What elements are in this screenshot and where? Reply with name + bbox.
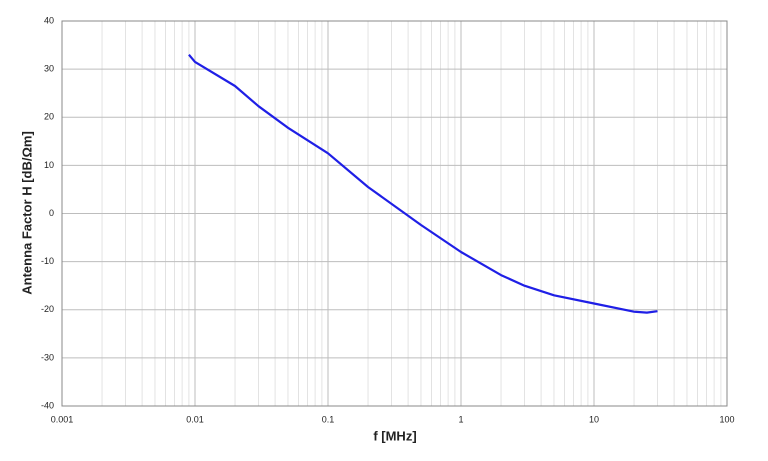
x-tick-label: 0.001 (51, 414, 74, 424)
x-tick-label: 10 (589, 414, 599, 424)
plot-frame (61, 20, 728, 407)
x-tick-label: 0.01 (186, 414, 204, 424)
x-axis-title: f [MHz] (373, 428, 416, 443)
y-tick-label: 40 (44, 15, 54, 25)
x-tick-label: 0.1 (322, 414, 335, 424)
data-line (188, 53, 658, 314)
y-axis-title: Antenna Factor H [dB/Ωm] (19, 131, 34, 295)
y-tick-label: 20 (44, 112, 54, 122)
x-tick-label: 1 (458, 414, 463, 424)
y-tick-label: -20 (41, 304, 54, 314)
y-tick-label: 0 (49, 208, 54, 218)
y-tick-label: -10 (41, 256, 54, 266)
y-tick-label: -30 (41, 352, 54, 362)
y-tick-label: -40 (41, 400, 54, 410)
y-tick-label: 10 (44, 160, 54, 170)
y-tick-label: 30 (44, 64, 54, 74)
x-tick-label: 100 (719, 414, 734, 424)
